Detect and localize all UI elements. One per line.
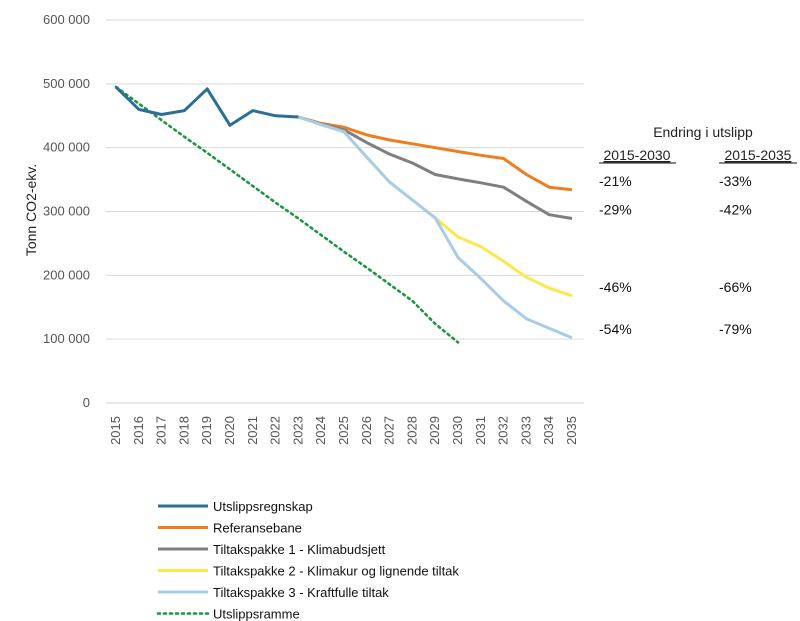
y-axis-label: Tonn CO2-ekv. — [23, 164, 39, 256]
y-tick-label: 400 000 — [43, 140, 90, 155]
x-tick-label: 2025 — [336, 416, 351, 445]
change-header: Endring i utslipp — [653, 124, 753, 140]
x-tick-label: 2016 — [131, 416, 146, 445]
x-tick-label: 2028 — [404, 416, 419, 445]
x-tick-label: 2032 — [496, 416, 511, 445]
x-tick-label: 2026 — [359, 416, 374, 445]
y-tick-label: 200 000 — [43, 267, 90, 282]
change-2030-value: -21% — [599, 173, 632, 189]
legend-label: Tiltakspakke 3 - Kraftfulle tiltak — [213, 585, 389, 600]
change-2035-value: -66% — [719, 279, 752, 295]
x-tick-label: 2020 — [222, 416, 237, 445]
x-tick-label: 2033 — [518, 416, 533, 445]
change-2030-value: -29% — [599, 202, 632, 218]
y-tick-label: 500 000 — [43, 76, 90, 91]
change-2030-value: -54% — [599, 321, 632, 337]
legend-label: Utslippsregnskap — [213, 499, 313, 514]
change-2035-value: -33% — [719, 173, 752, 189]
x-tick-label: 2022 — [268, 416, 283, 445]
series-line — [114, 85, 299, 127]
change-2035-value: -42% — [719, 202, 752, 218]
y-tick-label: 600 000 — [43, 12, 90, 27]
legend-label: Tiltakspakke 1 - Klimabudsjett — [213, 542, 386, 557]
x-tick-label: 2015 — [108, 416, 123, 445]
change-2030-value: -46% — [599, 279, 632, 295]
x-tick-label: 2019 — [199, 416, 214, 445]
x-tick-label: 2027 — [382, 416, 397, 445]
x-tick-label: 2023 — [290, 416, 305, 445]
series-line — [297, 115, 573, 340]
x-tick-label: 2017 — [154, 416, 169, 445]
series-line — [297, 115, 573, 298]
change-col1-label: 2015-2030 — [604, 147, 671, 163]
y-tick-label: 300 000 — [43, 204, 90, 219]
x-tick-label: 2030 — [450, 416, 465, 445]
x-tick-label: 2031 — [473, 416, 488, 445]
series-lines — [114, 85, 573, 344]
x-tick-label: 2021 — [245, 416, 260, 445]
y-tick-label: 100 000 — [43, 331, 90, 346]
y-axis-ticks: 0 100 000 200 000 300 000 400 000 500 000 600 … — [43, 12, 90, 410]
gridlines — [106, 19, 584, 404]
legend-label: Referansebane — [213, 521, 302, 536]
change-2035-value: -79% — [719, 321, 752, 337]
y-tick-label: 0 — [83, 395, 90, 410]
change-col2-label: 2015-2035 — [725, 147, 792, 163]
legend-label: Utslippsramme — [213, 607, 300, 621]
x-tick-label: 2035 — [564, 416, 579, 445]
x-tick-label: 2024 — [313, 416, 328, 445]
x-axis-ticks: 2015 2016 2017 2018 2019 2020 2021 2022 2023 2024… — [108, 416, 579, 445]
legend-label: Tiltakspakke 2 - Klimakur og lignende ti… — [213, 564, 459, 579]
series-line — [297, 115, 573, 220]
series-line — [297, 115, 573, 192]
series-line — [114, 85, 460, 344]
x-tick-label: 2029 — [427, 416, 442, 445]
legend: Utslippsregnskap Referansebane Tiltakspakk… — [156, 499, 459, 621]
x-tick-label: 2018 — [176, 416, 191, 445]
x-tick-label: 2034 — [541, 416, 556, 445]
change-rows: -21% -33% -29% -42% -46% -66% -54% -79% — [599, 173, 752, 337]
